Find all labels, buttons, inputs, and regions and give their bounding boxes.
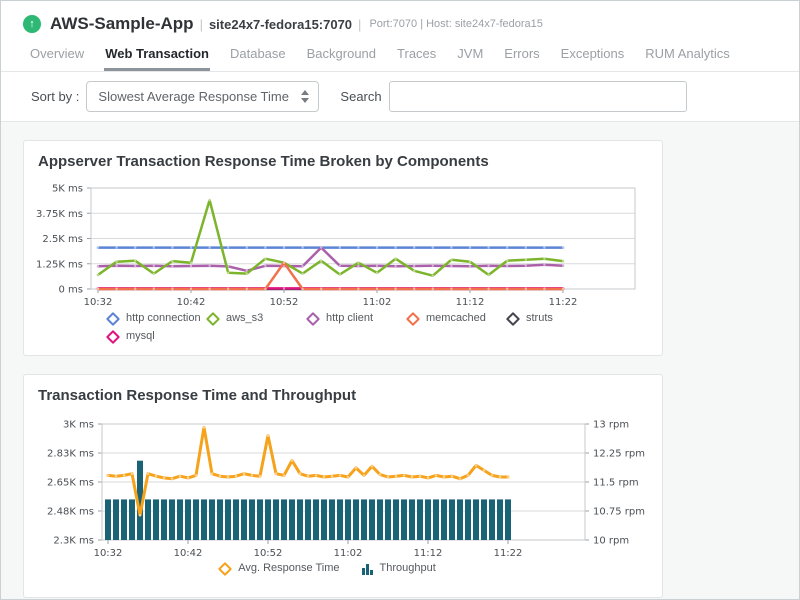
sort-dropdown[interactable]: Slowest Average Response Time bbox=[86, 81, 320, 112]
tab-bar: Overview Web Transaction Database Backgroun… bbox=[1, 41, 799, 72]
legend-label: memcached bbox=[426, 312, 486, 324]
tab-exceptions[interactable]: Exceptions bbox=[560, 46, 625, 61]
chart2-legend: Avg. Response Time Throughput bbox=[24, 561, 630, 576]
up-arrow-glyph: ↑ bbox=[29, 18, 35, 30]
svg-text:11:02: 11:02 bbox=[334, 548, 363, 558]
legend-label: Throughput bbox=[379, 562, 436, 574]
line-series-icon bbox=[218, 561, 233, 576]
tab-traces[interactable]: Traces bbox=[397, 46, 437, 61]
app-header: ↑ AWS-Sample-App | site24x7-fedora15:707… bbox=[1, 1, 799, 41]
svg-text:10:42: 10:42 bbox=[174, 548, 203, 558]
svg-text:10:32: 10:32 bbox=[94, 548, 123, 558]
svg-text:10:52: 10:52 bbox=[254, 548, 283, 558]
search-input[interactable] bbox=[388, 81, 687, 112]
legend-item-avg-response-time[interactable]: Avg. Response Time bbox=[218, 561, 340, 576]
card-response-by-components: Appserver Transaction Response Time Brok… bbox=[23, 140, 663, 356]
chart2-title: Transaction Response Time and Throughput bbox=[38, 387, 357, 404]
svg-text:10:32: 10:32 bbox=[84, 297, 113, 308]
svg-text:11:22: 11:22 bbox=[494, 548, 523, 558]
card-response-throughput: Transaction Response Time and Throughput… bbox=[23, 374, 663, 598]
tab-background[interactable]: Background bbox=[306, 46, 377, 61]
svg-text:5K ms: 5K ms bbox=[52, 184, 83, 195]
separator: | bbox=[358, 16, 362, 32]
legend-item-mysql[interactable]: mysql bbox=[105, 329, 206, 344]
legend-label: struts bbox=[526, 312, 553, 324]
legend-item-throughput[interactable]: Throughput bbox=[361, 562, 436, 575]
legend-label: Avg. Response Time bbox=[238, 562, 340, 574]
response-throughput-chart: 3K ms 13 rpm 2.83K ms 12.25 rpm 2.65K ms 11.5… bbox=[47, 420, 645, 559]
legend-item-aws-s3[interactable]: aws_s3 bbox=[205, 311, 306, 326]
svg-text:11:12: 11:12 bbox=[456, 297, 485, 308]
svg-text:1.25K ms: 1.25K ms bbox=[36, 259, 83, 270]
app-title: AWS-Sample-App bbox=[50, 14, 194, 33]
line-series-icon bbox=[105, 311, 121, 326]
legend-item-memcached[interactable]: memcached bbox=[405, 311, 506, 326]
instance-name: site24x7-fedora15:7070 bbox=[208, 16, 353, 32]
svg-text:11:02: 11:02 bbox=[363, 297, 392, 308]
svg-text:11:22: 11:22 bbox=[549, 297, 578, 308]
legend-item-http-client[interactable]: http client bbox=[305, 311, 406, 326]
svg-text:2.83K ms: 2.83K ms bbox=[47, 449, 94, 460]
svg-text:10.75 rpm: 10.75 rpm bbox=[593, 507, 645, 518]
search-label: Search bbox=[340, 89, 382, 104]
line-series-icon bbox=[505, 311, 521, 326]
line-series-icon bbox=[205, 311, 221, 326]
toolbar: Sort by : Slowest Average Response Time … bbox=[1, 72, 799, 122]
status-up-icon: ↑ bbox=[23, 15, 41, 33]
svg-text:2.5K ms: 2.5K ms bbox=[42, 234, 83, 245]
svg-text:13 rpm: 13 rpm bbox=[593, 420, 629, 431]
sort-by-label: Sort by : bbox=[31, 89, 80, 104]
svg-text:2.3K ms: 2.3K ms bbox=[53, 536, 94, 547]
content-area: Appserver Transaction Response Time Brok… bbox=[1, 122, 799, 599]
svg-text:12.25 rpm: 12.25 rpm bbox=[593, 449, 645, 460]
separator: | bbox=[199, 16, 203, 32]
svg-text:3K ms: 3K ms bbox=[63, 420, 94, 431]
svg-text:2.48K ms: 2.48K ms bbox=[47, 507, 94, 518]
svg-text:3.75K ms: 3.75K ms bbox=[36, 209, 83, 220]
bar-series-icon bbox=[361, 563, 373, 575]
svg-text:10:42: 10:42 bbox=[177, 297, 206, 308]
svg-text:11:12: 11:12 bbox=[414, 548, 443, 558]
chart1-title: Appserver Transaction Response Time Brok… bbox=[38, 153, 489, 170]
tab-jvm[interactable]: JVM bbox=[457, 46, 484, 61]
port-host-info: Port:7070 | Host: site24x7-fedora15 bbox=[369, 18, 543, 30]
legend-item-http-connection[interactable]: http connection bbox=[105, 311, 206, 326]
line-series-icon bbox=[105, 329, 121, 344]
legend-label: mysql bbox=[126, 330, 155, 342]
svg-text:0 ms: 0 ms bbox=[59, 285, 84, 296]
svg-text:10 rpm: 10 rpm bbox=[593, 536, 629, 547]
tab-errors[interactable]: Errors bbox=[504, 46, 540, 61]
svg-text:2.65K ms: 2.65K ms bbox=[47, 478, 94, 489]
legend-label: aws_s3 bbox=[226, 312, 264, 324]
dropdown-spinner-icon bbox=[301, 90, 310, 103]
tab-web-transaction[interactable]: Web Transaction bbox=[104, 46, 210, 71]
chart1-legend: http connection aws_s3 http client memcache… bbox=[105, 311, 618, 348]
line-series-icon bbox=[305, 311, 321, 326]
legend-item-struts[interactable]: struts bbox=[505, 311, 606, 326]
svg-text:11.5 rpm: 11.5 rpm bbox=[593, 478, 639, 489]
tab-database[interactable]: Database bbox=[229, 46, 286, 61]
svg-text:10:52: 10:52 bbox=[270, 297, 299, 308]
tab-overview[interactable]: Overview bbox=[30, 46, 85, 61]
legend-label: http client bbox=[326, 312, 374, 324]
tab-rum-analytics[interactable]: RUM Analytics bbox=[645, 46, 730, 61]
line-series-icon bbox=[405, 311, 421, 326]
legend-label: http connection bbox=[126, 312, 201, 324]
sort-dropdown-value: Slowest Average Response Time bbox=[98, 89, 289, 104]
